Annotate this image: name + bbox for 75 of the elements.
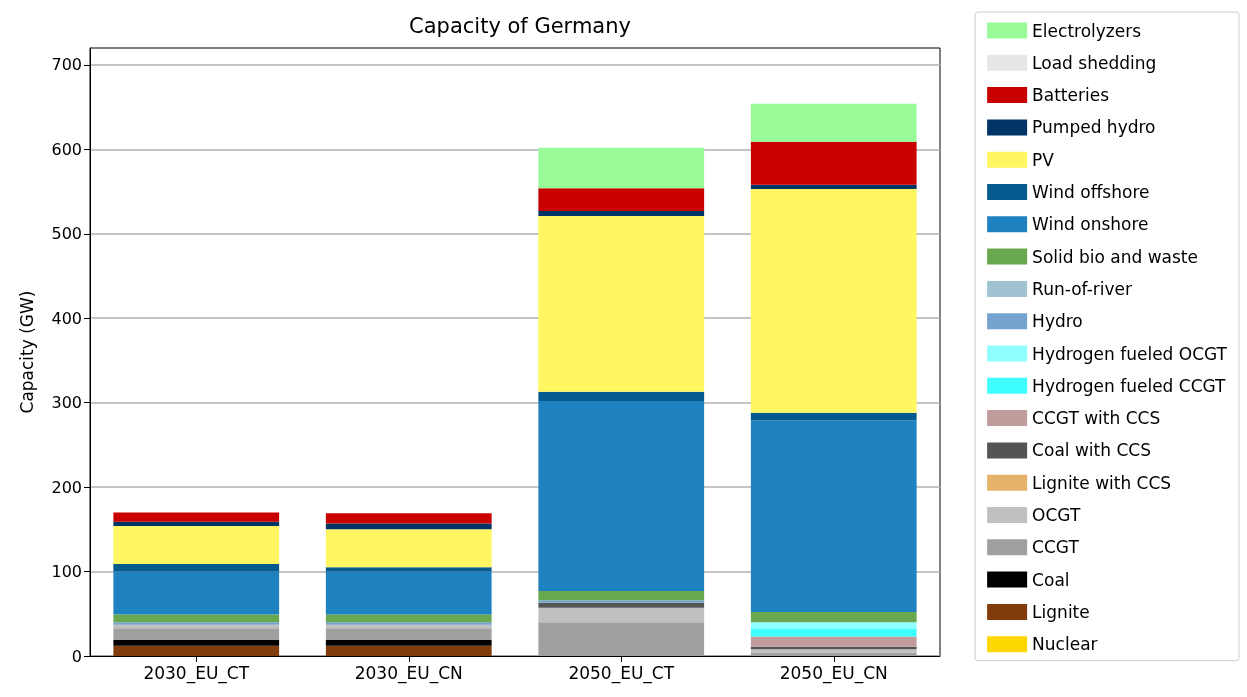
bar [325, 614, 492, 623]
legend-label: CCGT [1032, 537, 1080, 558]
x-tick-label: 2030_EU_CN [354, 662, 463, 684]
bar [113, 512, 280, 522]
legend-label: Hydrogen fueled OCGT [1032, 343, 1228, 364]
bar [750, 628, 917, 637]
bar [325, 513, 492, 524]
bar [113, 614, 280, 623]
legend-label: Coal [1032, 569, 1070, 590]
bar [113, 639, 280, 646]
legend-label: Wind offshore [1032, 182, 1150, 202]
x-tick-label: 2050_EU_CT [568, 662, 675, 684]
bar [538, 590, 705, 601]
bar [113, 563, 280, 572]
legend-label: Nuclear [1032, 634, 1098, 655]
legend-label: Electrolyzers [1032, 20, 1142, 41]
y-tick-label: 700 [51, 55, 82, 75]
bar [538, 210, 705, 217]
y-tick-label: 200 [51, 477, 82, 497]
bar [538, 147, 705, 189]
x-tick-label: 2050_EU_CN [779, 662, 888, 684]
chart-title: Capacity of Germany [409, 13, 631, 38]
bar [325, 529, 492, 568]
legend-label: Solid bio and waste [1032, 246, 1198, 267]
bar [113, 525, 280, 564]
bar [538, 600, 705, 603]
y-tick-label: 0 [71, 646, 82, 666]
legend-label: Pumped hydro [1032, 117, 1156, 138]
bar [750, 184, 917, 190]
legend-label: OCGT [1032, 505, 1081, 525]
y-axis-title: Capacity (GW) [16, 290, 37, 414]
legend-label: Load shedding [1032, 52, 1157, 73]
bar [538, 400, 705, 591]
legend-label: PV [1032, 149, 1055, 170]
bar [538, 607, 705, 623]
bar [325, 622, 492, 625]
y-tick-label: 400 [51, 308, 82, 328]
y-tick-label: 600 [51, 139, 82, 159]
bar [750, 189, 917, 413]
bar [113, 521, 280, 526]
legend-label: CCGT with CCS [1032, 408, 1161, 429]
bar [750, 103, 917, 142]
bar [538, 622, 705, 656]
legend-label: Coal with CCS [1032, 440, 1151, 461]
bar [113, 622, 280, 625]
bar [113, 645, 280, 656]
bar [325, 645, 492, 656]
bar [113, 628, 280, 640]
bar [750, 622, 917, 629]
x-tick-label: 2030_EU_CT [143, 662, 250, 684]
bar [325, 523, 492, 530]
legend-label: Wind onshore [1032, 214, 1149, 235]
legend-label: Hydrogen fueled CCGT [1032, 375, 1227, 396]
legend-label: Batteries [1032, 85, 1110, 106]
bar [750, 141, 917, 185]
bar [750, 412, 917, 421]
bar [325, 571, 492, 615]
bar [538, 602, 705, 608]
legend-label: Hydro [1032, 311, 1083, 332]
bar [325, 628, 492, 640]
legend-label: Lignite with CCS [1032, 472, 1172, 493]
bar [538, 188, 705, 211]
bar [750, 420, 917, 613]
y-tick-label: 500 [51, 224, 82, 244]
bar [538, 216, 705, 392]
bar [325, 567, 492, 572]
bar [325, 639, 492, 646]
y-tick-label: 100 [51, 562, 82, 582]
bar [750, 612, 917, 623]
legend-label: Lignite [1032, 601, 1090, 622]
bar [750, 636, 917, 647]
bar [538, 391, 705, 401]
y-tick-label: 300 [51, 393, 82, 413]
bar [113, 571, 280, 615]
legend-label: Run-of-river [1032, 278, 1132, 299]
